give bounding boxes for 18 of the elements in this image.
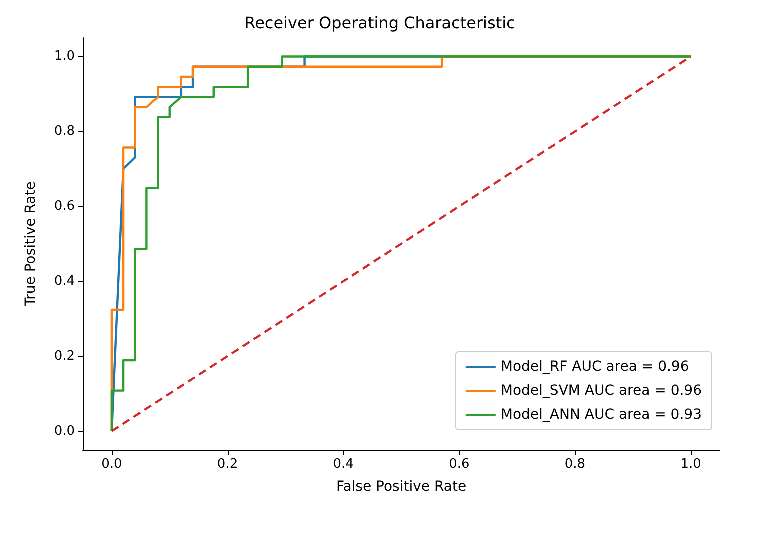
y-tick-label: 0.2 bbox=[54, 348, 75, 364]
y-tick-label: 0.8 bbox=[54, 124, 75, 140]
x-tick-label: 1.0 bbox=[680, 457, 702, 472]
y-tick-label: 0.6 bbox=[54, 199, 75, 214]
legend-label: Model_SVM AUC area = 0.96 bbox=[500, 383, 702, 399]
chart-title: Receiver Operating Characteristic bbox=[244, 14, 516, 32]
legend-label: Model_RF AUC area = 0.96 bbox=[500, 359, 690, 375]
y-tick-label: 0.0 bbox=[54, 424, 75, 439]
x-tick-label: 0.2 bbox=[217, 457, 238, 472]
x-axis-title: False Positive Rate bbox=[336, 479, 467, 495]
x-tick-label: 0.6 bbox=[449, 457, 470, 472]
y-tick-label: 0.4 bbox=[54, 274, 75, 289]
x-tick-label: 0.8 bbox=[564, 457, 586, 472]
y-tick-label: 1.0 bbox=[54, 49, 75, 64]
legend-label: Model_ANN AUC area = 0.93 bbox=[500, 407, 702, 423]
y-axis-title: True Positive Rate bbox=[23, 182, 39, 308]
x-tick-label: 0.0 bbox=[102, 457, 122, 472]
x-tick-label: 0.4 bbox=[333, 457, 354, 472]
